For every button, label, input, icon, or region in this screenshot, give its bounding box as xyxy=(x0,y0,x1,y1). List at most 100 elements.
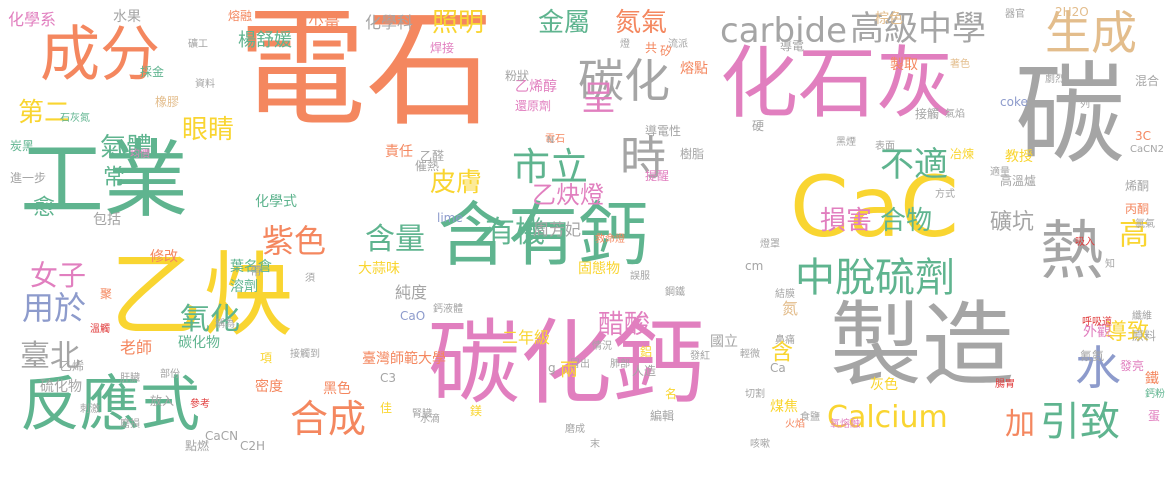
cloud-word: 引致 xyxy=(1040,399,1120,445)
cloud-word: 3C xyxy=(1135,129,1152,143)
cloud-word: 煤焦 xyxy=(770,399,798,415)
cloud-word: 氧化 xyxy=(180,302,240,337)
cloud-word: 電石 xyxy=(545,134,565,145)
cloud-word: 適量 xyxy=(990,167,1010,178)
cloud-word: 金屬 xyxy=(538,8,591,38)
cloud-word: 中脫硫劑 xyxy=(795,255,955,301)
cloud-word: 劇烈 xyxy=(1045,74,1065,85)
cloud-word: 周芳妃 xyxy=(533,220,582,239)
cloud-word: 黑色 xyxy=(323,381,351,397)
cloud-word: 氣焰 xyxy=(945,109,965,120)
cloud-word: 佳 xyxy=(380,401,393,415)
cloud-word: 水滴 xyxy=(420,414,440,425)
cloud-word: 化學科 xyxy=(365,13,414,32)
cloud-word: 第二 xyxy=(18,98,71,128)
cloud-word: 市立 xyxy=(512,145,589,189)
cloud-word: 老師 xyxy=(120,338,153,357)
cloud-word: 腸胃 xyxy=(995,379,1015,390)
cloud-word: 矽 xyxy=(660,44,673,58)
cloud-word: 發紅 xyxy=(690,351,710,362)
cloud-word: 電石 xyxy=(238,0,495,144)
cloud-word: CaO xyxy=(400,309,426,323)
cloud-word: 催熱 xyxy=(415,159,440,173)
cloud-word: 腎臟 xyxy=(412,409,432,420)
cloud-word: 紫色 xyxy=(262,222,327,260)
cloud-word: 水 xyxy=(1075,341,1121,395)
cloud-word: 採金 xyxy=(140,65,165,79)
cloud-word: 氯氣 xyxy=(1135,219,1155,230)
cloud-word: 食鹽 xyxy=(800,412,820,423)
cloud-word: 聚 xyxy=(100,287,113,301)
cloud-word: g xyxy=(548,361,556,375)
cloud-word: 有機 xyxy=(485,215,545,250)
cloud-word: 導致 xyxy=(1105,320,1150,345)
cloud-word: 葉名倉 xyxy=(230,259,272,275)
cloud-word: 臺北 xyxy=(20,339,80,374)
cloud-word: 焊接 xyxy=(430,41,455,55)
cloud-word: 硬 xyxy=(752,119,765,133)
cloud-word: 二年級 xyxy=(502,328,551,347)
cloud-word: 呼吸道 xyxy=(1082,317,1112,328)
cloud-word: 放入 xyxy=(150,394,175,408)
cloud-word: carbide xyxy=(720,11,848,51)
cloud-word: C2H xyxy=(240,439,266,453)
cloud-word: 乙炔燈 xyxy=(532,181,604,209)
cloud-word: 含有鈣 xyxy=(438,194,648,276)
cloud-word: 冶煉 xyxy=(950,147,975,161)
cloud-word: 皮膚 xyxy=(430,168,483,198)
cloud-word: 責任 xyxy=(385,144,413,160)
cloud-word: 稱為 xyxy=(215,319,235,330)
cloud-word: 共 xyxy=(645,41,658,55)
cloud-word: 常 xyxy=(99,165,124,187)
cloud-word: 橡膠 xyxy=(155,95,180,109)
cloud-word: 方式 xyxy=(935,189,955,200)
cloud-word: 提醒 xyxy=(645,169,670,183)
cloud-word: 結膜 xyxy=(775,289,795,300)
cloud-word: 烯酮 xyxy=(1125,179,1150,193)
cloud-word: 純度 xyxy=(395,283,428,302)
cloud-word: coke xyxy=(1000,95,1028,109)
cloud-word: 高級中學 xyxy=(850,9,986,49)
cloud-word: 鈣粉 xyxy=(1145,389,1165,400)
cloud-word: 化石灰 xyxy=(720,39,955,129)
cloud-word: 水果 xyxy=(113,9,141,25)
cloud-word: 火焰 xyxy=(785,419,805,430)
cloud-word: 乙醛 xyxy=(420,149,445,163)
cloud-word: 樹脂 xyxy=(680,147,705,161)
cloud-word: 反應式 xyxy=(20,370,200,440)
cloud-word: Calcium xyxy=(827,400,948,435)
cloud-word: 導電 xyxy=(780,39,805,53)
cloud-word: 固態物 xyxy=(578,261,620,277)
cloud-word: CaCN2 xyxy=(1130,144,1164,155)
cloud-word: 鐵 xyxy=(1145,371,1159,387)
cloud-word: 列 xyxy=(1080,99,1090,110)
cloud-word: 點燃 xyxy=(185,439,210,453)
cloud-word: 還原劑 xyxy=(515,99,552,113)
cloud-word: 鼻痛 xyxy=(775,335,795,346)
cloud-word: 化學系 xyxy=(8,10,57,29)
cloud-word: 楊舒媛 xyxy=(238,30,292,51)
cloud-word: 熔點 xyxy=(680,61,708,77)
cloud-word: 混合 xyxy=(1135,74,1160,88)
cloud-word: 鋼鐵 xyxy=(665,287,685,298)
cloud-word: 黑煙 xyxy=(836,137,856,148)
cloud-word: 生成 xyxy=(1045,6,1137,60)
cloud-word: 礦工 xyxy=(188,39,208,50)
cloud-word: 高 xyxy=(1113,218,1148,248)
cloud-word: 咳嗽 xyxy=(750,439,770,450)
cloud-word: 氰氨 xyxy=(1080,349,1105,363)
cloud-word: 接觸 xyxy=(915,107,940,121)
cloud-word: cm xyxy=(745,259,764,273)
cloud-word: 氧熔融 xyxy=(830,419,860,430)
cloud-word: Ca xyxy=(770,361,786,375)
cloud-word: 教授 xyxy=(1005,149,1033,165)
cloud-word: 含量 xyxy=(365,222,425,257)
cloud-word: 礦坑 xyxy=(990,210,1035,235)
cloud-word: 救命燈 xyxy=(595,234,625,245)
cloud-word: 女子 xyxy=(30,259,87,292)
cloud-word: 表面 xyxy=(875,141,895,152)
cloud-word: 熱 xyxy=(1040,215,1104,289)
cloud-word: lime xyxy=(437,211,463,225)
cloud-word: 修改 xyxy=(150,249,178,265)
cloud-word: 碳化 xyxy=(578,54,670,108)
